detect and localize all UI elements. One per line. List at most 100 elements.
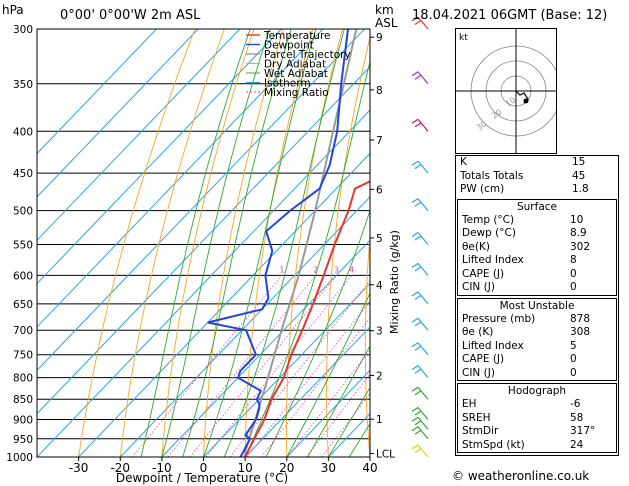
index-pw: PW (cm) 1.8 (460, 183, 589, 195)
surface-cin: CIN (J) 0 (462, 281, 577, 293)
pressure-tick-label: 350 (13, 79, 33, 91)
wind-barb-flag (411, 407, 419, 413)
wind-barb-staff (417, 416, 429, 430)
pressure-tick-label: 700 (13, 325, 33, 337)
dry-adiabat-line (119, 29, 225, 457)
chart-legend: Temperature Dewpoint Parcel Trajectory D… (246, 30, 351, 99)
km-tick-label: 7 (376, 135, 383, 147)
wind-barb-flag (411, 444, 419, 450)
isotherm-line (161, 239, 370, 457)
wind-barb-flag (414, 74, 422, 80)
isotherm-line (37, 109, 370, 457)
surface-lifted-index: Lifted Index 8 (462, 254, 577, 266)
mu-theta-e: θe (K) 308 (462, 326, 591, 338)
wind-barb (411, 198, 429, 211)
wind-barb (411, 426, 429, 440)
wind-barb (411, 342, 429, 356)
legend-parcel: Parcel Trajectory (264, 49, 351, 61)
wet-adiabat-line (140, 29, 251, 457)
km-tick-label: 1 (376, 414, 383, 426)
wind-barb-flag (414, 368, 422, 374)
wet-adiabat-line (307, 345, 370, 457)
wind-barb-flag (411, 231, 419, 237)
asl-unit-label: ASL (375, 16, 398, 30)
isotherm-line (37, 29, 282, 285)
legend-mixing-ratio: Mixing Ratio (264, 87, 329, 99)
wind-barb-flag (411, 426, 419, 432)
most-unstable-section: Most Unstable Pressure (mb) 878 θe (K) 308… (457, 297, 617, 381)
wet-adiabat-line (265, 209, 370, 457)
wind-barb-flag (414, 235, 422, 241)
pressure-tick-label: 650 (13, 299, 33, 311)
wind-barb-staff (417, 365, 429, 379)
legend-wet-adiabat: Wet Adiabat (264, 68, 328, 80)
indices-table: K 15 Totals Totals 45 PW (cm) 1.8 Surface T… (455, 155, 619, 456)
wind-barb-staff (417, 426, 429, 440)
wind-barb (411, 71, 429, 85)
hodograph-table-section: Hodograph EH -6 SREH 58 StmDir 317° StmSpd … (457, 383, 617, 453)
wind-barb-flag (414, 201, 422, 207)
wind-barb-staff (417, 118, 429, 132)
wind-barbs (411, 16, 429, 458)
isotherm-line (37, 29, 241, 241)
pressure-tick-label: 800 (13, 373, 33, 385)
isotherm-line (37, 29, 199, 198)
x-tick-label: 10 (237, 461, 252, 475)
wind-barb-flag (411, 262, 419, 268)
x-axis-label: Dewpoint / Temperature (°C) (116, 471, 288, 485)
legend-isotherm: Isotherm (264, 78, 311, 90)
wind-barb (411, 444, 429, 458)
legend-temperature: Temperature (263, 30, 331, 42)
wind-barb (411, 16, 429, 30)
x-tick-label: -30 (69, 461, 89, 475)
km-tick-label: 2 (376, 370, 383, 382)
dry-adiabat-line (326, 35, 370, 457)
mixing-ratio-label: 2 (313, 265, 318, 274)
pressure-tick-label: 300 (13, 24, 33, 36)
wind-barb (411, 118, 429, 132)
chart-grid: 12346810152025 (37, 29, 370, 457)
wet-adiabat-line (328, 386, 370, 457)
pressure-tick-label: 600 (13, 270, 33, 282)
wind-barb-flag (414, 294, 422, 300)
wind-barb-flag (414, 448, 422, 453)
wind-barb (411, 291, 429, 305)
isotherm-line (78, 152, 370, 457)
x-tick-label: -10 (152, 461, 172, 475)
wet-adiabat-line (182, 29, 292, 457)
wind-barb-staff (417, 16, 429, 30)
wind-barb-staff (417, 444, 429, 458)
mixing-ratio-axis-label: Mixing Ratio (g/kg) (388, 230, 401, 334)
legend-dry-adiabat: Dry Adiabat (264, 59, 326, 71)
x-tick-label: -20 (110, 461, 130, 475)
dry-adiabat-line (203, 29, 284, 457)
station-location: 0°00' 0°00'W 2m ASL (60, 8, 201, 23)
pressure-tick-label: 400 (13, 126, 33, 138)
wind-barb (411, 262, 429, 276)
wind-barb (411, 407, 429, 420)
wind-barb-flag (411, 365, 419, 371)
km-tick-label: 5 (376, 233, 383, 245)
mu-cin: CIN (J) 0 (462, 366, 577, 379)
pressure-tick-label: 450 (13, 168, 33, 180)
wind-barb-staff (417, 232, 429, 245)
km-tick-label: 9 (376, 32, 383, 44)
index-k: K 15 (460, 156, 586, 168)
wind-barb-flag (411, 198, 419, 204)
wind-barb (411, 317, 429, 331)
dry-adiabat-line (78, 29, 196, 457)
dry-adiabat-line (364, 231, 370, 457)
km-unit-label: km (375, 3, 394, 17)
wind-barb-flag (414, 345, 422, 351)
mixing-ratio-line (189, 275, 337, 457)
isotherm-line (119, 196, 370, 457)
chart-profiles (207, 29, 370, 457)
wind-barb-flag (411, 160, 419, 166)
wind-barb (411, 160, 429, 174)
wind-barb-flag (411, 416, 419, 422)
isotherm-line (244, 326, 370, 457)
km-tick-label: 4 (376, 280, 383, 292)
wind-barb-staff (417, 342, 429, 356)
mixing-ratio-label: 3 (334, 265, 339, 274)
